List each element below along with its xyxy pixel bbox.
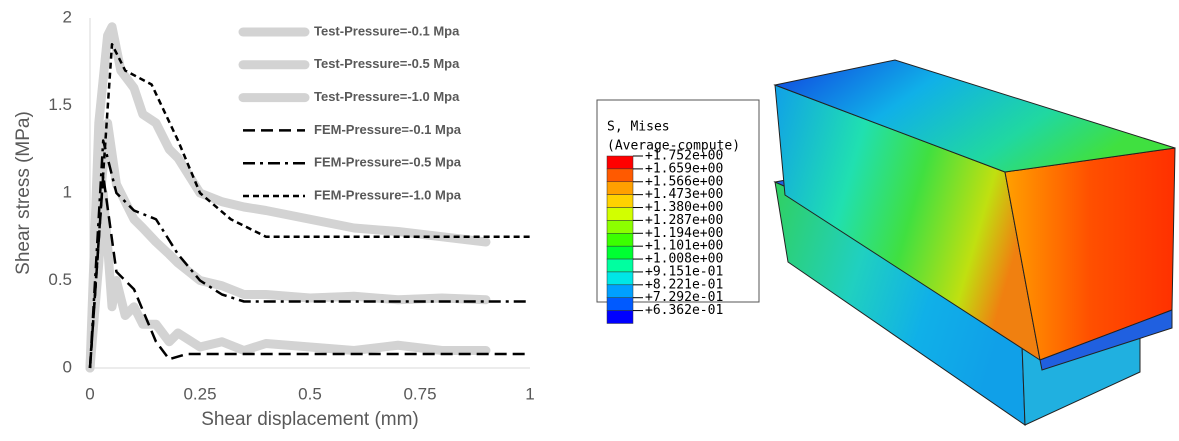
x-tick-label: 0.5 [298, 384, 322, 403]
contour-swatch [607, 285, 633, 298]
legend-label: FEM-Pressure=-1.0 Mpa [314, 187, 462, 202]
y-tick-label: 2 [63, 7, 72, 26]
x-tick-label: 0 [85, 384, 94, 403]
contour-swatch [607, 195, 633, 208]
legend-label: FEM-Pressure=-0.1 Mpa [314, 122, 462, 137]
y-tick-label: 0 [63, 357, 72, 376]
contour-swatch [607, 259, 633, 272]
legend-label: FEM-Pressure=-0.5 Mpa [314, 155, 462, 170]
y-tick-label: 0.5 [48, 270, 72, 289]
fem-model [775, 60, 1175, 425]
contour-label: +6.362e-01 [645, 303, 723, 318]
contour-swatch [607, 272, 633, 285]
contour-swatch [607, 220, 633, 233]
contour-title: S, Mises [607, 120, 670, 135]
data-line [90, 141, 530, 369]
x-tick-label: 0.25 [183, 384, 216, 403]
legend-label: Test-Pressure=-0.5 Mpa [314, 56, 460, 71]
contour-swatch [607, 246, 633, 259]
x-tick-label: 1 [525, 384, 534, 403]
y-tick-label: 1.5 [48, 95, 72, 114]
figure: S, Mises (Average-compute) 00.511.5200.2… [0, 0, 1179, 436]
contour-swatch [607, 169, 633, 182]
contour-swatch [607, 233, 633, 246]
contour-swatch [607, 182, 633, 195]
x-axis-title: Shear displacement (mm) [201, 409, 419, 430]
data-line [90, 176, 530, 369]
legend-label: Test-Pressure=-0.1 Mpa [314, 23, 460, 38]
y-tick-label: 1 [63, 182, 72, 201]
legend-label: Test-Pressure=-1.0 Mpa [314, 89, 460, 104]
contour-swatch [607, 311, 633, 324]
y-axis-title: Shear stress (MPa) [13, 111, 34, 275]
contour-swatch [607, 298, 633, 311]
x-tick-label: 0.75 [403, 384, 436, 403]
data-line [90, 44, 530, 368]
contour-swatch [607, 208, 633, 221]
contour-swatch [607, 156, 633, 169]
